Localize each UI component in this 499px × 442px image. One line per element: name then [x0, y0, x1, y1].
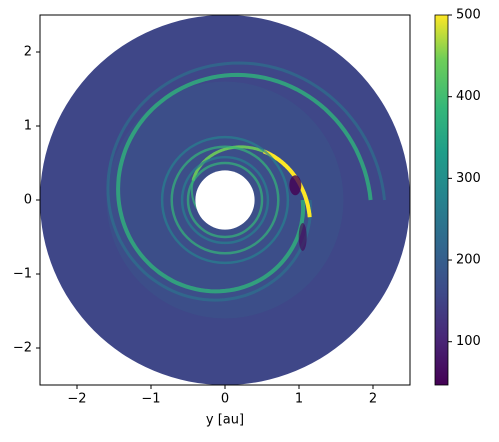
x-axis-label: y [au]: [206, 413, 244, 428]
colorbar-tick-label: 100: [456, 334, 481, 349]
y-tick-label: 0: [24, 193, 32, 208]
x-tick-label: 2: [369, 392, 377, 407]
y-tick-label: −2: [13, 341, 32, 356]
colorbar-tick-label: 200: [456, 253, 481, 268]
disk-feature: [289, 175, 302, 196]
x-tick-label: 1: [295, 392, 303, 407]
colorbar-tick-label: 400: [456, 89, 481, 104]
x-tick-label: 0: [221, 392, 229, 407]
x-tick-label: −2: [67, 392, 86, 407]
disk-feature: [170, 145, 280, 255]
y-tick-label: −1: [13, 267, 32, 282]
disk-hole: [195, 170, 255, 230]
disk-feature: [298, 223, 307, 251]
plot-area: [40, 15, 410, 385]
disk-feature: [262, 149, 312, 218]
disk-feature: [106, 61, 386, 302]
x-tick-label: −1: [141, 392, 160, 407]
disk-feature: [160, 135, 290, 265]
y-tick-label: 1: [24, 119, 32, 134]
disk-feature: [186, 161, 264, 239]
y-tick-label: 2: [24, 45, 32, 60]
disk-feature: [116, 72, 373, 294]
disk-feature: [191, 145, 265, 182]
disk-feature: [180, 155, 270, 245]
colorbar-tick-label: 300: [456, 171, 481, 186]
colorbar-tick-label: 500: [456, 8, 481, 23]
colorbar: [434, 14, 449, 386]
